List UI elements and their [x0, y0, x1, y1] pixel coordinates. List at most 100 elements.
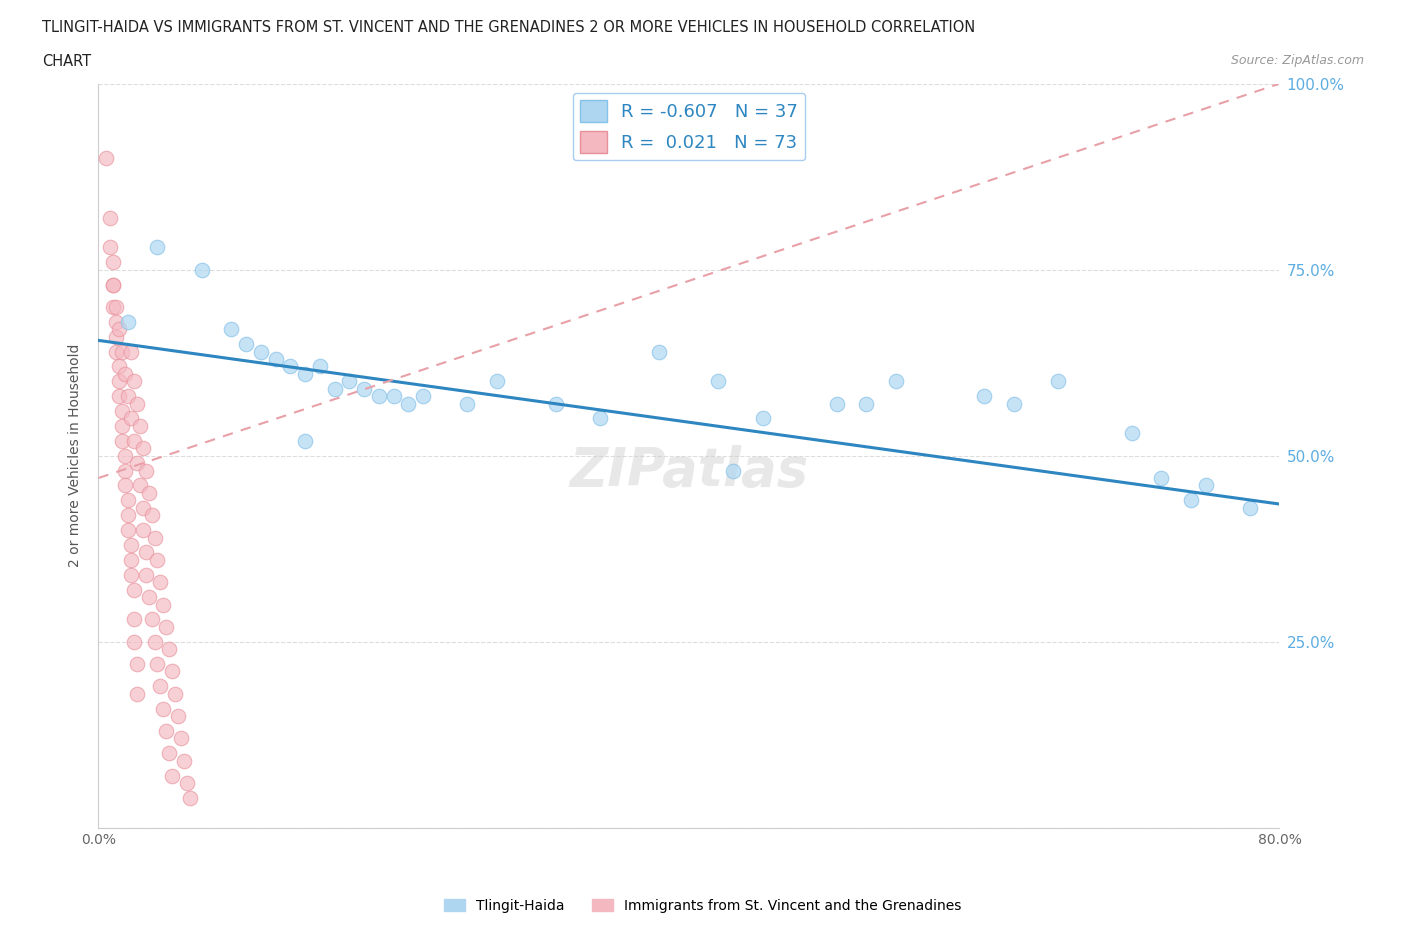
Point [125, 456, 148, 471]
Point [751, 411, 773, 426]
Point [1180, 493, 1202, 508]
Point [323, 381, 346, 396]
Point [128, 478, 150, 493]
Point [111, 433, 134, 448]
Point [128, 418, 150, 433]
Point [146, 657, 169, 671]
Text: TLINGIT-HAIDA VS IMMIGRANTS FROM ST. VINCENT AND THE GRENADINES 2 OR MORE VEHICL: TLINGIT-HAIDA VS IMMIGRANTS FROM ST. VIN… [42, 20, 976, 35]
Point [309, 359, 332, 374]
Point [132, 441, 155, 456]
Point [149, 575, 172, 590]
Point [117, 493, 139, 508]
Point [339, 374, 360, 389]
Point [176, 776, 198, 790]
Point [162, 664, 183, 679]
Point [108, 359, 131, 374]
Point [1121, 426, 1143, 441]
Point [122, 374, 145, 389]
Point [111, 404, 134, 418]
Point [143, 530, 166, 545]
Point [98, 210, 121, 225]
Point [250, 344, 273, 359]
Point [120, 344, 142, 359]
Point [98, 240, 121, 255]
Point [353, 381, 375, 396]
Text: CHART: CHART [42, 54, 91, 69]
Point [122, 582, 145, 597]
Point [155, 724, 177, 738]
Point [117, 389, 139, 404]
Text: ZIPatlas: ZIPatlas [569, 445, 808, 497]
Point [117, 523, 139, 538]
Point [146, 552, 169, 567]
Point [117, 508, 139, 523]
Point [108, 374, 131, 389]
Point [855, 396, 877, 411]
Point [179, 790, 201, 805]
Point [122, 634, 145, 649]
Point [103, 255, 125, 270]
Point [141, 508, 163, 523]
Point [103, 299, 125, 314]
Point [132, 523, 155, 538]
Point [278, 359, 302, 374]
Point [152, 701, 174, 716]
Point [1239, 500, 1261, 515]
Point [111, 418, 134, 433]
Point [135, 545, 157, 560]
Point [1195, 478, 1218, 493]
Point [589, 411, 612, 426]
Point [1150, 471, 1173, 485]
Point [114, 463, 136, 478]
Point [170, 731, 193, 746]
Point [294, 433, 316, 448]
Point [135, 567, 157, 582]
Point [546, 396, 568, 411]
Point [141, 612, 163, 627]
Point [125, 657, 148, 671]
Point [108, 322, 131, 337]
Point [122, 433, 145, 448]
Point [120, 411, 142, 426]
Point [105, 314, 128, 329]
Point [108, 389, 131, 404]
Point [973, 389, 995, 404]
Point [235, 337, 257, 352]
Point [138, 590, 160, 604]
Point [117, 314, 139, 329]
Point [111, 344, 134, 359]
Legend: R = -0.607   N = 37, R =  0.021   N = 73: R = -0.607 N = 37, R = 0.021 N = 73 [572, 93, 806, 160]
Point [1002, 396, 1025, 411]
Point [486, 374, 509, 389]
Point [723, 463, 745, 478]
Point [132, 500, 155, 515]
Point [825, 396, 848, 411]
Point [105, 329, 128, 344]
Point [152, 597, 174, 612]
Point [412, 389, 434, 404]
Legend: Tlingit-Haida, Immigrants from St. Vincent and the Grenadines: Tlingit-Haida, Immigrants from St. Vince… [439, 894, 967, 919]
Point [103, 277, 125, 292]
Point [138, 485, 160, 500]
Point [122, 612, 145, 627]
Point [120, 538, 142, 552]
Text: Source: ZipAtlas.com: Source: ZipAtlas.com [1230, 54, 1364, 67]
Point [264, 352, 287, 366]
Point [294, 366, 316, 381]
Point [103, 277, 125, 292]
Point [105, 299, 128, 314]
Point [167, 709, 190, 724]
Point [105, 344, 128, 359]
Point [135, 463, 157, 478]
Point [149, 679, 172, 694]
Point [143, 634, 166, 649]
Point [707, 374, 730, 389]
Point [368, 389, 391, 404]
Point [884, 374, 907, 389]
Point [219, 322, 242, 337]
Point [114, 366, 136, 381]
Point [120, 567, 142, 582]
Y-axis label: 2 or more Vehicles in Household: 2 or more Vehicles in Household [69, 344, 83, 567]
Point [114, 448, 136, 463]
Point [157, 746, 180, 761]
